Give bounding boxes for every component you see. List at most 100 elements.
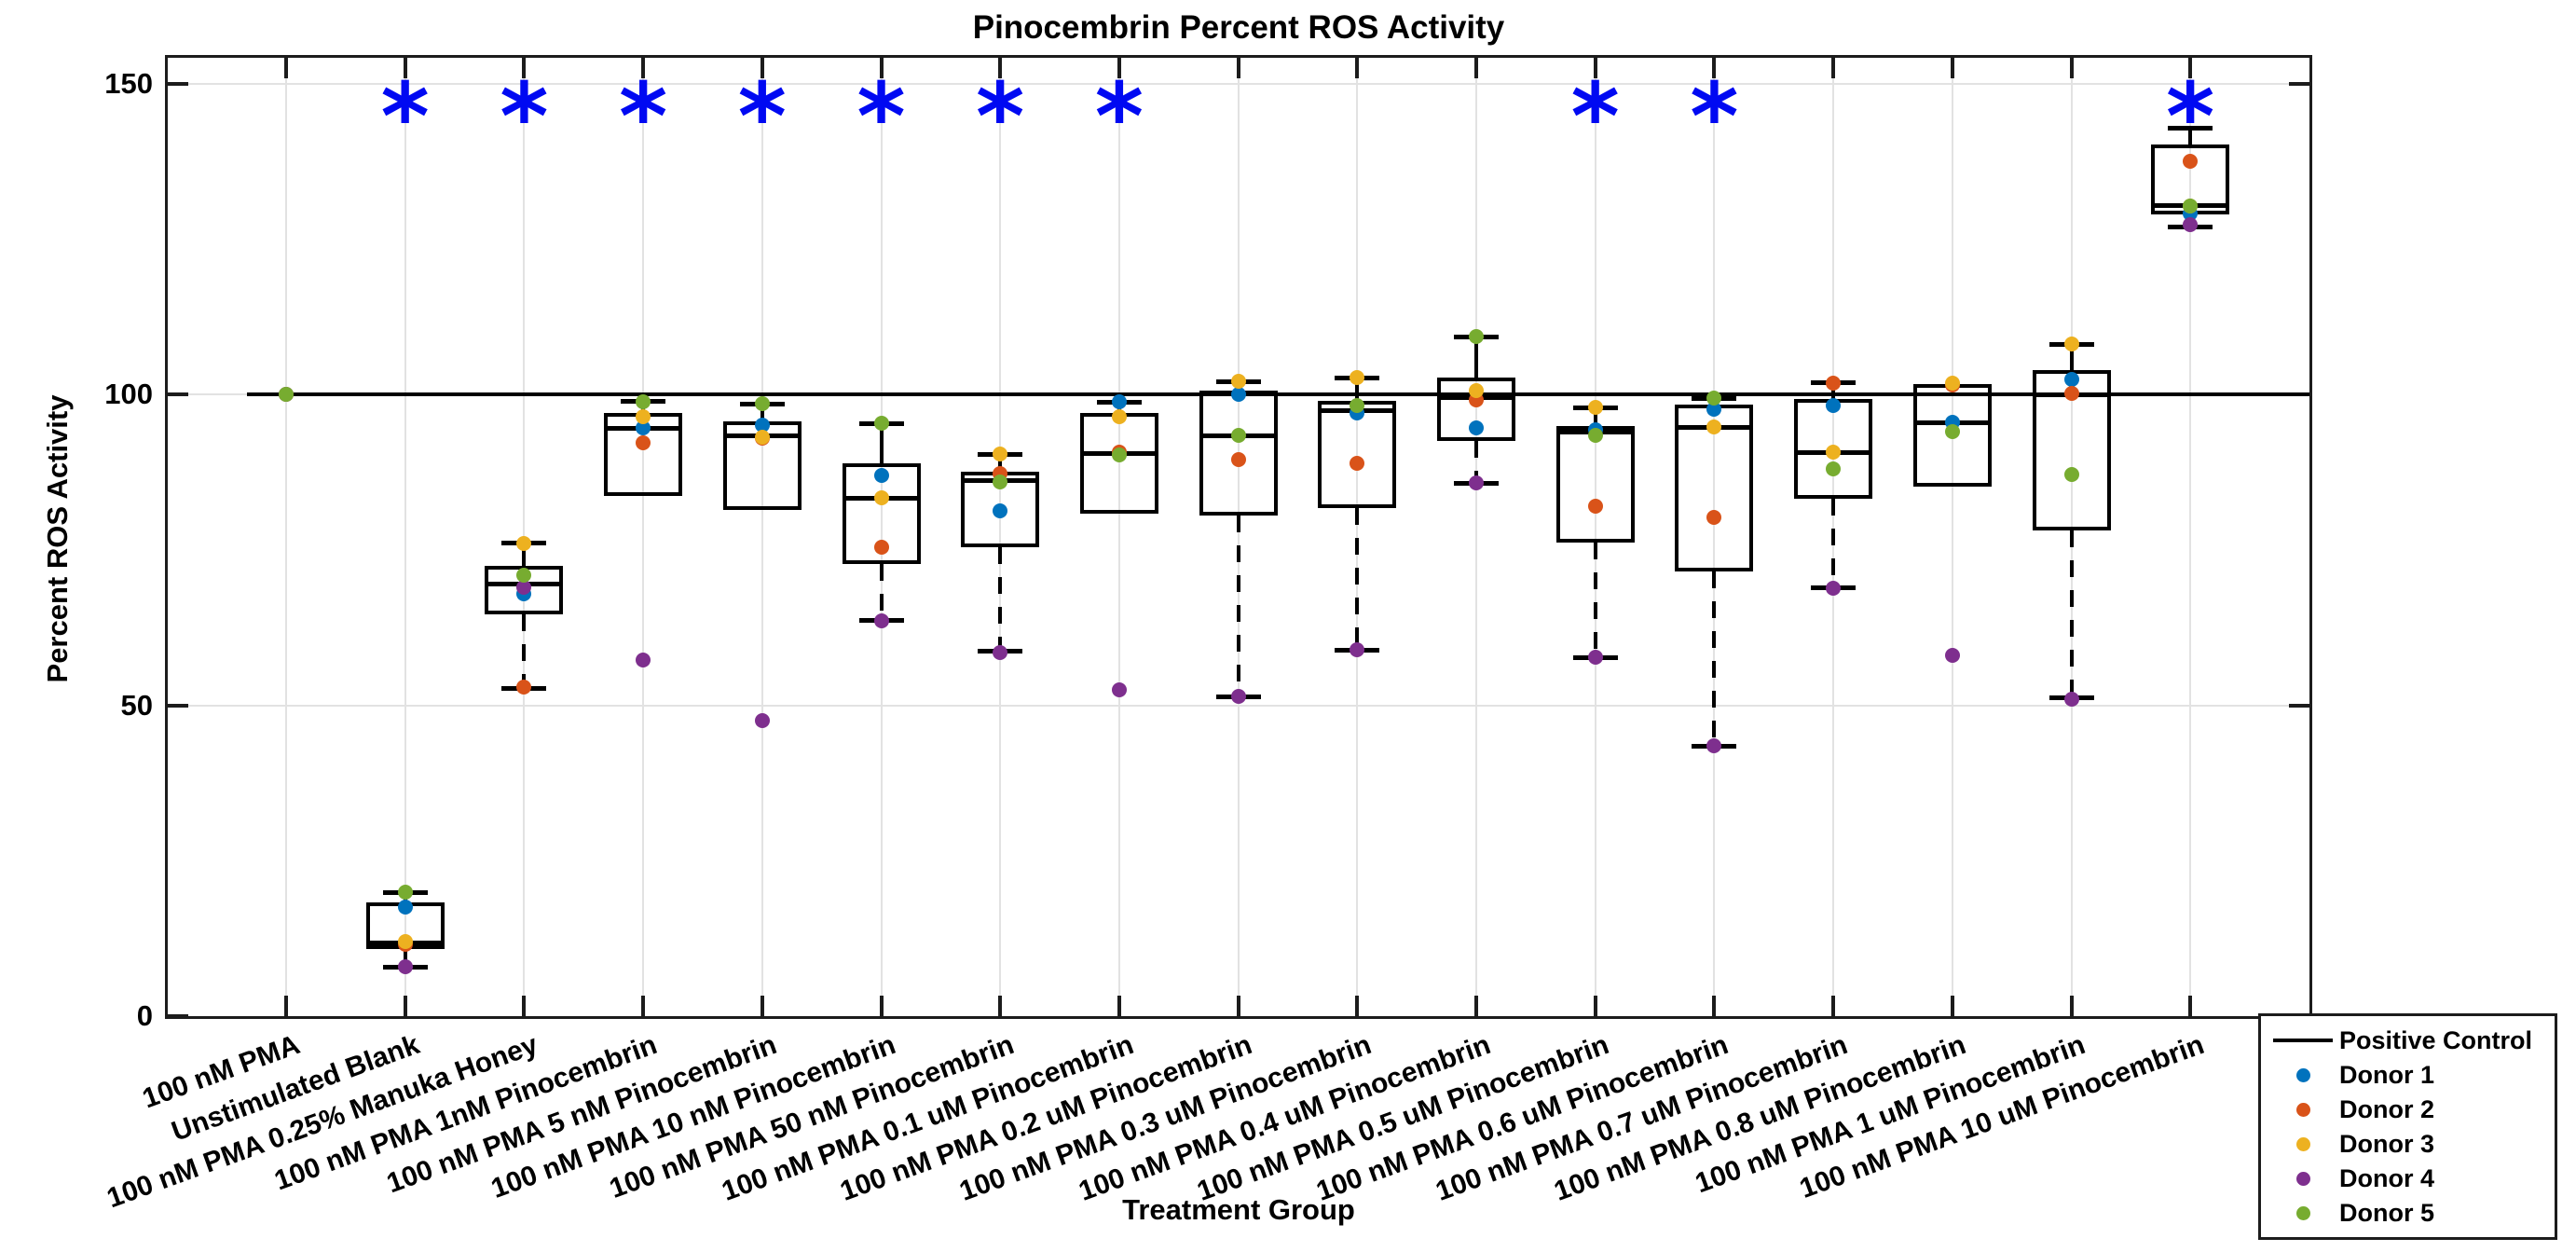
donor-point: [397, 884, 413, 900]
x-tick-mark-top: [1831, 58, 1836, 78]
x-tick-mark-top: [522, 58, 527, 78]
significance-asterisk: *: [976, 62, 1025, 172]
donor-point: [397, 900, 413, 915]
whisker-lower: [1712, 571, 1717, 746]
whisker-upper: [998, 454, 1003, 472]
whisker-lower: [998, 547, 1003, 651]
axes-border: [165, 55, 2312, 1019]
donor-point: [1587, 400, 1603, 416]
gridline-vertical: [285, 58, 287, 1016]
box: [1079, 413, 1158, 515]
x-tick-mark-top: [2069, 58, 2074, 78]
donor-point: [636, 394, 651, 410]
donor-point: [1826, 445, 1842, 461]
y-tick-label: 0: [136, 999, 153, 1032]
legend-item-label: Donor 3: [2339, 1129, 2435, 1158]
x-tick-mark-top: [998, 58, 1003, 78]
positive-control-line: [247, 392, 2309, 397]
donor-point: [2063, 386, 2079, 401]
donor-point: [1230, 689, 1246, 705]
donor-point: [1706, 391, 1722, 406]
significance-asterisk: *: [1690, 62, 1739, 172]
gridline-vertical: [1713, 58, 1716, 1016]
donor-dot-icon: [2295, 1171, 2310, 1186]
significance-asterisk: *: [2166, 62, 2215, 172]
x-tick-mark-bottom: [2069, 996, 2074, 1016]
legend-line-swatch: [2267, 1039, 2339, 1042]
whisker-lower: [522, 614, 527, 688]
significance-asterisk: *: [737, 62, 787, 172]
donor-point: [1706, 420, 1722, 434]
gridline-horizontal: [168, 704, 2309, 707]
y-tick-mark: [168, 392, 188, 397]
whisker-upper: [1474, 337, 1478, 378]
x-tick-mark-bottom: [2188, 996, 2193, 1016]
y-tick-mark-right: [2289, 82, 2309, 86]
whisker-upper: [1593, 407, 1597, 426]
whisker-upper: [2069, 343, 2074, 371]
significance-asterisk: *: [380, 62, 430, 172]
donor-point: [1350, 456, 1365, 472]
donor-point: [1230, 452, 1246, 468]
donor-point: [516, 679, 532, 695]
x-tick-mark-top: [1355, 58, 1360, 78]
x-tick-mark-bottom: [760, 996, 764, 1016]
whisker-lower: [1593, 543, 1597, 658]
donor-point: [1826, 461, 1842, 476]
donor-point: [516, 580, 532, 595]
whisker-upper: [522, 543, 527, 567]
gridline-vertical: [1117, 58, 1120, 1016]
donor-point: [636, 420, 651, 436]
donor-point: [1350, 641, 1365, 657]
donor-point: [1587, 428, 1603, 444]
x-tick-mark-top: [403, 58, 407, 78]
x-tick-mark-top: [1712, 58, 1717, 78]
y-tick-label: 100: [104, 378, 153, 411]
donor-point: [1111, 447, 1127, 462]
x-tick-mark-bottom: [522, 996, 527, 1016]
whisker-upper: [1831, 382, 1836, 399]
donor-point: [1826, 398, 1842, 414]
donor-point: [873, 540, 889, 556]
whisker-lower: [403, 949, 407, 967]
box: [1437, 377, 1515, 442]
box: [842, 462, 921, 565]
donor-point: [516, 536, 532, 552]
donor-point: [1111, 409, 1127, 425]
positive-control-line-icon: [2273, 1039, 2333, 1042]
donor-point: [1469, 382, 1484, 398]
legend-item: Donor 3: [2267, 1127, 2549, 1161]
legend-item: Donor 5: [2267, 1196, 2549, 1230]
donor-point: [397, 958, 413, 974]
x-tick-mark-bottom: [879, 996, 884, 1016]
donor-point: [1706, 509, 1722, 525]
donor-dot-icon: [2295, 1102, 2310, 1117]
legend-dot-swatch: [2267, 1136, 2339, 1151]
donor-point: [1944, 376, 1960, 392]
donor-point: [754, 429, 770, 445]
donor-point: [873, 490, 889, 505]
donor-point: [1469, 475, 1484, 490]
gridline-vertical: [642, 58, 645, 1016]
donor-point: [873, 468, 889, 483]
x-tick-mark-top: [1236, 58, 1240, 78]
donor-point: [754, 396, 770, 412]
donor-point: [2063, 371, 2079, 387]
significance-asterisk: *: [500, 62, 549, 172]
donor-point: [993, 475, 1008, 490]
donor-point: [1469, 420, 1484, 436]
legend-item-label: Donor 2: [2339, 1094, 2435, 1123]
donor-point: [1111, 393, 1127, 409]
whisker-upper: [2188, 127, 2193, 144]
y-tick-mark: [168, 703, 188, 708]
donor-point: [1350, 398, 1365, 414]
donor-dot-icon: [2295, 1136, 2310, 1151]
x-tick-mark-bottom: [998, 996, 1003, 1016]
x-tick-mark-top: [1474, 58, 1478, 78]
donor-point: [1706, 738, 1722, 753]
x-axis-label: Treatment Group: [1122, 1193, 1355, 1226]
x-tick-mark-top: [879, 58, 884, 78]
x-tick-mark-top: [1117, 58, 1121, 78]
